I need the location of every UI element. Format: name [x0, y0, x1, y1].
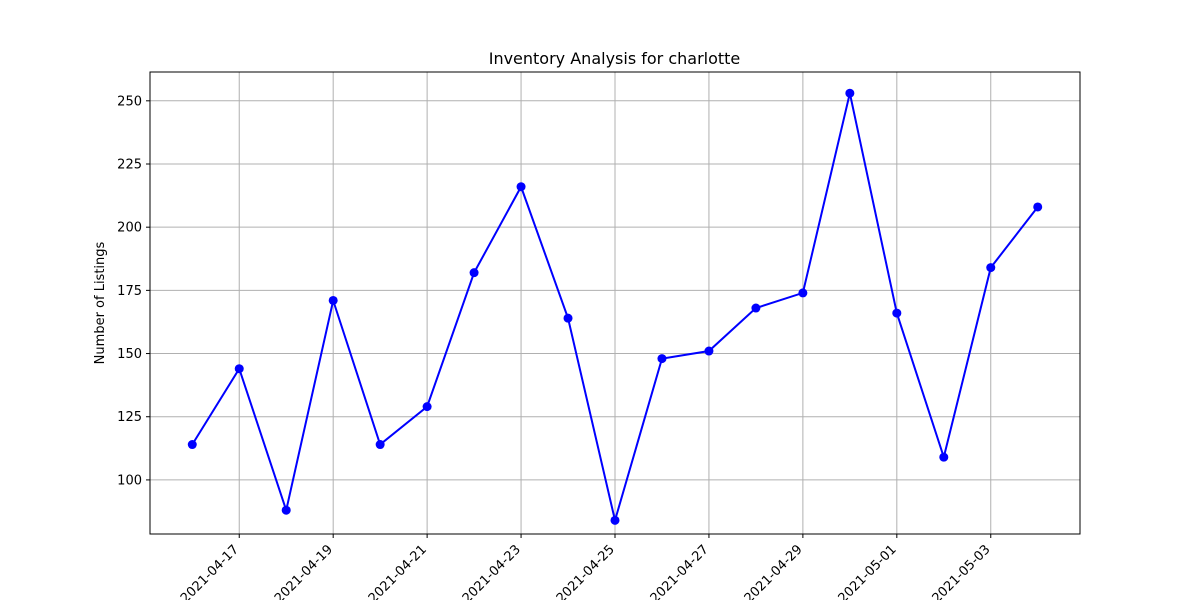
y-tick-label: 175 [117, 284, 142, 299]
y-tick-label: 150 [117, 347, 142, 362]
data-point [375, 440, 385, 450]
chart-title: Inventory Analysis for charlotte [489, 49, 741, 68]
data-point [469, 268, 479, 278]
grid [150, 72, 1080, 534]
y-tick-label: 250 [117, 94, 142, 109]
data-point [704, 346, 714, 356]
x-tick-label: 2021-04-19 [272, 542, 336, 600]
x-tick-label: 2021-04-21 [366, 542, 430, 600]
data-point [281, 505, 291, 515]
y-tick-label: 125 [117, 410, 142, 425]
data-point [187, 440, 197, 450]
x-tick-label: 2021-04-29 [742, 542, 806, 600]
data-point [563, 313, 573, 323]
data-point [751, 303, 761, 313]
data-point [845, 88, 855, 98]
x-tick-label: 2021-04-17 [178, 542, 242, 600]
x-tick-label: 2021-05-01 [836, 542, 900, 600]
data-point [892, 308, 902, 318]
x-tick-label: 2021-04-27 [648, 542, 712, 600]
data-point [516, 182, 526, 192]
y-tick-label: 200 [117, 221, 142, 236]
data-point [986, 263, 996, 273]
data-point [1033, 202, 1043, 212]
data-point [234, 364, 244, 374]
x-tick-label: 2021-04-23 [460, 542, 524, 600]
x-tick-label: 2021-04-25 [554, 542, 618, 600]
data-point [422, 402, 432, 412]
data-point [657, 354, 667, 364]
data-point [328, 295, 338, 305]
data-point [939, 452, 949, 462]
y-axis-label: Number of Listings [93, 241, 108, 364]
x-tick-label: 2021-05-03 [930, 542, 994, 600]
data-point [798, 288, 808, 298]
y-tick-label: 100 [117, 473, 142, 488]
series [187, 88, 1043, 525]
y-tick-label: 225 [117, 157, 142, 172]
ticks: 100 125 150 175 200 225 250 2021-04-17 2021-04-1… [117, 94, 993, 600]
data-point [610, 515, 620, 525]
